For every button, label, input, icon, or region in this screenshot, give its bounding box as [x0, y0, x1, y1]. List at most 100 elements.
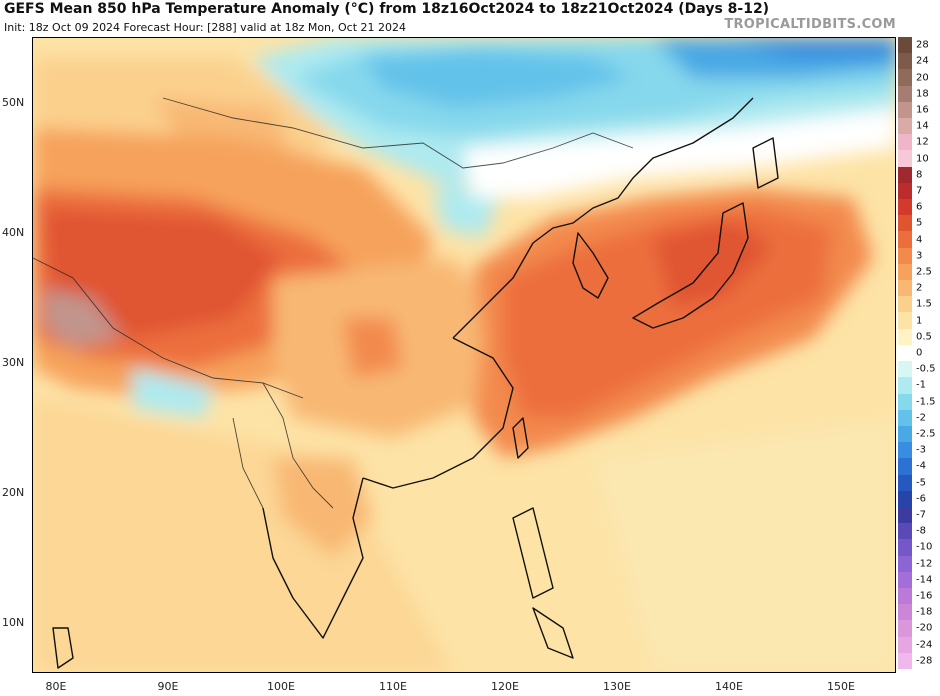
colorbar-swatch [898, 280, 912, 297]
colorbar-swatch [898, 85, 912, 103]
coastlines [52, 97, 779, 669]
colorbar [898, 37, 912, 670]
lon-label-90e: 90E [157, 680, 179, 693]
lon-label-150e: 150E [827, 680, 855, 693]
colorbar-swatch [898, 393, 912, 411]
colorbar-swatch [898, 604, 912, 621]
colorbar-swatch [898, 118, 912, 135]
colorbar-swatch [898, 53, 912, 70]
colorbar-label: 0.5 [916, 331, 932, 343]
colorbar-swatch [898, 458, 912, 476]
map-title: GEFS Mean 850 hPa Temperature Anomaly (°… [4, 1, 770, 17]
colorbar-label: 24 [916, 55, 929, 67]
colorbar-label: -12 [916, 558, 933, 570]
colorbar-label: 1 [916, 315, 923, 327]
colorbar-label: -16 [916, 590, 933, 602]
colorbar-swatch [898, 69, 912, 87]
colorbar-label: -2 [916, 412, 926, 424]
colorbar-swatch [898, 442, 912, 459]
lon-label-110e: 110E [379, 680, 407, 693]
colorbar-swatch [898, 636, 912, 654]
colorbar-swatch [898, 247, 912, 265]
colorbar-swatch [898, 134, 912, 151]
colorbar-swatch [898, 377, 912, 394]
colorbar-swatch [898, 344, 912, 362]
lon-label-80e: 80E [45, 680, 67, 693]
lat-label-40n: 40N [2, 226, 25, 239]
colorbar-label: 20 [916, 72, 929, 83]
temperature-anomaly-map [32, 37, 896, 673]
colorbar-label: -24 [916, 639, 933, 651]
colorbar-label: 28 [916, 39, 929, 51]
colorbar-label: -2.5 [916, 428, 936, 440]
lon-label-130e: 130E [603, 680, 631, 693]
colorbar-label: -3 [916, 444, 926, 456]
colorbar-swatch [898, 215, 912, 232]
colorbar-label: -4 [916, 460, 926, 472]
colorbar-swatch [898, 555, 912, 573]
colorbar-swatch [898, 652, 912, 670]
lat-label-30n: 30N [2, 356, 25, 369]
colorbar-label: 4 [916, 234, 923, 246]
anomaly-field [33, 38, 895, 672]
lon-label-120e: 120E [491, 680, 519, 693]
colorbar-swatch [898, 231, 912, 249]
colorbar-label: 12 [916, 136, 929, 148]
site-watermark[interactable]: TROPICALTIDBITS.COM [724, 17, 896, 32]
colorbar-label: 16 [916, 104, 929, 116]
lon-label-140e: 140E [715, 680, 743, 693]
colorbar-label: 14 [916, 120, 929, 132]
map-canvas [33, 38, 895, 672]
colorbar-label: 3 [916, 250, 923, 262]
colorbar-label: -1.5 [916, 396, 936, 408]
colorbar-swatch [898, 587, 912, 605]
colorbar-swatch [898, 328, 912, 346]
colorbar-label: 5 [916, 217, 923, 229]
colorbar-swatch [898, 361, 912, 378]
colorbar-label: -0.5 [916, 363, 936, 375]
colorbar-swatch [898, 199, 912, 216]
colorbar-swatch [898, 474, 912, 492]
colorbar-label: 10 [916, 153, 929, 165]
colorbar-swatch [898, 490, 912, 508]
lat-label-50n: 50N [2, 96, 25, 109]
colorbar-label: -20 [916, 622, 933, 634]
colorbar-swatch [898, 166, 912, 184]
colorbar-swatch [898, 523, 912, 540]
lat-label-10n: 10N [2, 616, 25, 629]
colorbar-label: 1.5 [916, 298, 932, 310]
colorbar-swatch [898, 539, 912, 557]
colorbar-label: 2.5 [916, 266, 932, 278]
colorbar-label: -28 [916, 655, 933, 667]
colorbar-swatch [898, 37, 912, 54]
colorbar-swatch [898, 101, 912, 119]
colorbar-label: -18 [916, 606, 933, 618]
colorbar-label: -8 [916, 525, 926, 537]
colorbar-swatch [898, 571, 912, 589]
colorbar-label: 2 [916, 282, 923, 294]
colorbar-label: 8 [916, 169, 923, 181]
colorbar-label: -7 [916, 509, 926, 521]
colorbar-label: 7 [916, 185, 923, 197]
colorbar-swatch [898, 263, 912, 281]
colorbar-swatch [898, 506, 912, 524]
lon-label-100e: 100E [267, 680, 295, 693]
colorbar-label: -1 [916, 379, 926, 391]
colorbar-label: 6 [916, 201, 923, 213]
colorbar-label: -6 [916, 493, 926, 505]
colorbar-label: -14 [916, 574, 933, 586]
country-borders [33, 97, 634, 509]
colorbar-swatch [898, 425, 912, 443]
lat-label-20n: 20N [2, 486, 25, 499]
colorbar-label: -10 [916, 541, 933, 553]
colorbar-swatch [898, 296, 912, 313]
colorbar-label: 0 [916, 347, 923, 359]
colorbar-label: -5 [916, 477, 926, 489]
map-subtitle: Init: 18z Oct 09 2024 Forecast Hour: [28… [4, 21, 407, 34]
colorbar-swatch [898, 620, 912, 638]
colorbar-label: 18 [916, 88, 929, 100]
colorbar-swatch [898, 150, 912, 168]
colorbar-swatch [898, 182, 912, 200]
colorbar-swatch [898, 409, 912, 427]
colorbar-swatch [898, 312, 912, 330]
